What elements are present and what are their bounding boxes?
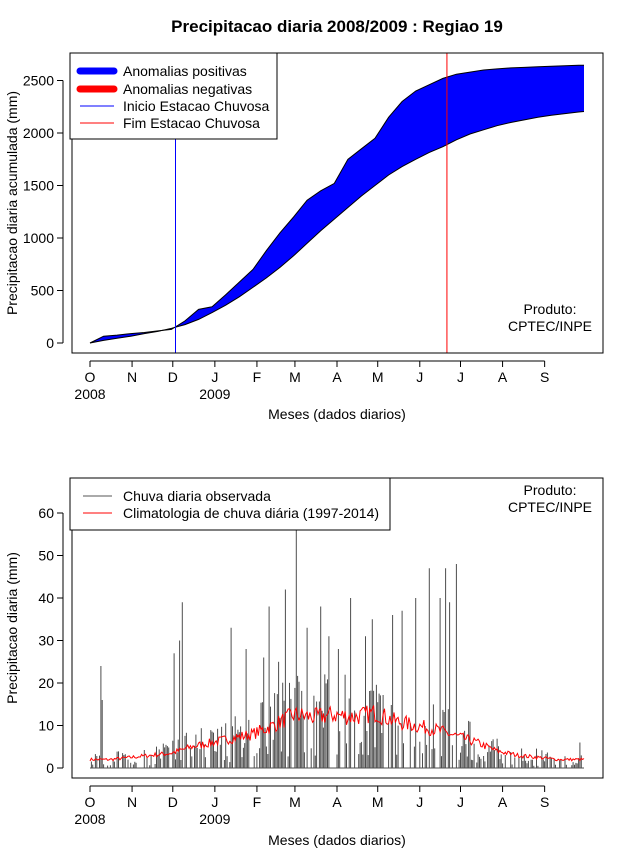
top-panel: O N D J F M A M J J A S 2008 2009 0 500 1000 1500 2000 2500… [4,52,604,422]
top-y-tick-label: 1500 [23,178,54,194]
bottom-credit-line2: CPTEC/INPE [508,499,592,515]
bottom-x-tick-label: N [127,794,137,810]
top-y-tick-label: 2500 [23,73,54,89]
legend-label-observed: Chuva diaria observada [123,488,271,504]
top-y-tick-label: 500 [31,283,55,299]
top-x-tick-label: J [457,369,464,385]
bottom-x-tick-label: M [289,794,301,810]
anomaly-band-positive [90,65,584,344]
top-x-tick-label: S [540,369,549,385]
bottom-x-tick-label: A [498,794,508,810]
climatology-daily-line [89,705,585,762]
bottom-y-tick-label: 50 [38,548,54,564]
top-y-tick-label: 0 [46,335,54,351]
bottom-y-tick-label: 40 [38,590,54,606]
bottom-y-tick-label: 60 [38,505,54,521]
bottom-legend: Chuva diaria observada Climatologia de c… [69,477,391,531]
top-y-tick-label: 1000 [23,230,54,246]
bottom-x-tick-label: M [372,794,384,810]
legend-label-negative: Anomalias negativas [123,81,252,97]
bottom-x-axis-label: Meses (dados diarios) [268,832,406,848]
bottom-y-axis-label: Precipitacao diaria (mm) [4,552,20,704]
top-credit-line1: Produto: [524,301,577,317]
top-x-tick-label: A [498,369,508,385]
top-y-tick-label: 2000 [23,125,54,141]
top-x-tick-label: N [127,369,137,385]
bottom-x-tick-label: F [253,794,262,810]
top-credit-line2: CPTEC/INPE [508,318,592,334]
bottom-x-tick-label: S [540,794,549,810]
top-x-tick-label: F [253,369,262,385]
top-x-tick-label: O [85,369,96,385]
bottom-x-tick-label: D [168,794,178,810]
top-year-label: 2008 [74,386,105,402]
top-legend: Anomalias positivas Anomalias negativas … [69,52,278,140]
legend-label-end: Fim Estacao Chuvosa [123,115,260,131]
bottom-x-tick-label: A [332,794,342,810]
legend-label-climatology: Climatologia de chuva diária (1997-2014) [123,505,379,521]
bottom-panel: O N D J F M A M J J A S 2008 2009 0 10 20 30 40 50 60 Chuva … [4,477,604,848]
bottom-x-tick-label: J [416,794,423,810]
bottom-x-tick-label: O [85,794,96,810]
bottom-y-tick-label: 0 [46,760,54,776]
top-x-tick-label: J [211,369,218,385]
top-x-tick-label: M [289,369,301,385]
bottom-year-label: 2008 [74,811,105,827]
top-plot-frame [71,52,604,354]
top-legend-box [69,52,278,140]
bottom-credit-line1: Produto: [524,482,577,498]
top-x-tick-label: M [372,369,384,385]
legend-label-start: Inicio Estacao Chuvosa [123,98,270,114]
bottom-y-tick-label: 20 [38,675,54,691]
bottom-x-tick-label: J [211,794,218,810]
top-x-tick-label: D [168,369,178,385]
legend-label-positive: Anomalias positivas [123,63,247,79]
bottom-y-tick-label: 10 [38,718,54,734]
chart-title: Precipitacao diaria 2008/2009 : Regiao 1… [171,17,503,36]
top-x-tick-label: J [416,369,423,385]
top-x-axis-label: Meses (dados diarios) [268,406,406,422]
climatology-accumulated-line [89,111,585,344]
top-x-tick-label: A [332,369,342,385]
bottom-legend-box [69,477,391,531]
bottom-year-label: 2009 [199,811,230,827]
top-y-axis-label: Precipitacao diaria acumulada (mm) [4,91,20,315]
bottom-y-tick-label: 30 [38,633,54,649]
top-year-label: 2009 [199,386,230,402]
bottom-x-tick-label: J [457,794,464,810]
